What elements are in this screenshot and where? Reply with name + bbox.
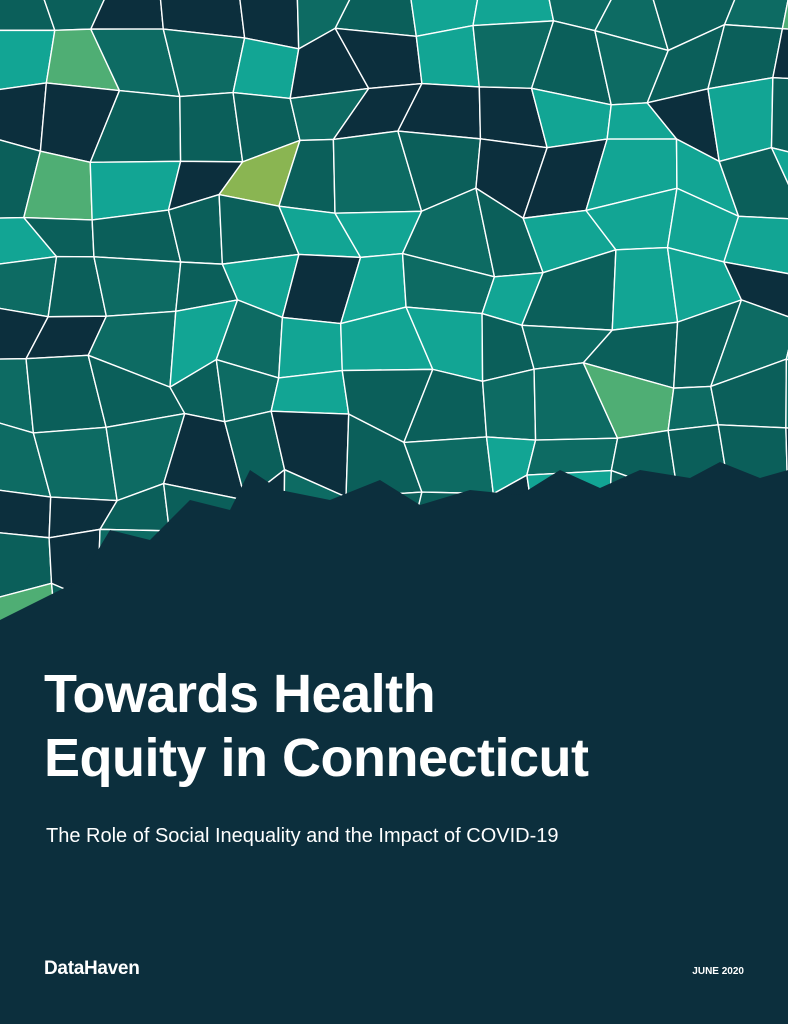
town-region xyxy=(0,487,52,539)
town-region xyxy=(283,526,368,605)
town-region xyxy=(648,529,742,588)
town-region xyxy=(355,581,401,620)
town-region xyxy=(93,256,182,317)
town-region xyxy=(464,585,530,620)
town-region xyxy=(396,526,467,601)
town-region xyxy=(232,37,300,100)
town-region xyxy=(481,368,537,441)
town-region xyxy=(415,24,481,88)
town-region xyxy=(0,255,58,318)
title-line-2: Equity in Connecticut xyxy=(44,728,589,788)
town-region xyxy=(772,481,788,528)
town-region xyxy=(772,27,788,84)
town-region xyxy=(667,385,719,432)
town-region xyxy=(242,468,286,552)
town-region xyxy=(50,582,117,620)
town-region xyxy=(355,526,408,601)
town-region xyxy=(785,358,788,437)
town-region xyxy=(230,603,305,620)
town-region xyxy=(770,76,788,163)
town-region xyxy=(772,522,788,603)
town-region xyxy=(179,596,238,620)
town-region xyxy=(526,469,613,555)
town-region xyxy=(230,545,299,607)
town-region xyxy=(90,0,164,30)
town-region xyxy=(0,82,48,152)
town-region xyxy=(606,469,679,555)
town-region xyxy=(707,76,774,163)
town-region xyxy=(610,429,679,495)
town-region xyxy=(738,526,788,594)
publisher-logo: DataHaven xyxy=(44,958,140,979)
town-region xyxy=(723,261,788,321)
town-region xyxy=(521,585,618,620)
town-region xyxy=(717,424,788,492)
town-region xyxy=(527,523,609,602)
town-region xyxy=(48,528,101,605)
report-subtitle: The Role of Social Inequality and the Im… xyxy=(46,825,559,847)
town-region xyxy=(781,0,788,35)
town-region xyxy=(91,209,182,263)
town-region xyxy=(396,598,494,620)
town-region xyxy=(526,437,619,476)
town-choropleth-map xyxy=(0,0,788,620)
town-region xyxy=(718,146,788,221)
town-region xyxy=(168,530,244,607)
town-region xyxy=(456,523,535,600)
town-region xyxy=(603,529,675,602)
town-region xyxy=(96,528,184,605)
town-region xyxy=(179,91,244,163)
town-region xyxy=(296,581,362,620)
town-region xyxy=(673,580,741,620)
town-region xyxy=(277,316,343,379)
report-title: Towards Health Equity in Connecticut xyxy=(44,662,589,790)
publication-date: JUNE 2020 xyxy=(692,966,744,977)
town-region xyxy=(96,596,184,620)
town-region xyxy=(405,491,494,556)
town-region xyxy=(270,369,350,415)
title-line-1: Towards Health xyxy=(44,664,436,724)
town-region xyxy=(345,491,423,556)
town-region xyxy=(648,490,742,548)
town-region xyxy=(723,215,788,276)
town-region xyxy=(711,580,788,620)
town-region xyxy=(785,427,788,487)
town-region xyxy=(611,246,679,331)
town-region xyxy=(603,586,681,620)
town-region xyxy=(728,481,788,548)
town-region xyxy=(723,0,788,30)
